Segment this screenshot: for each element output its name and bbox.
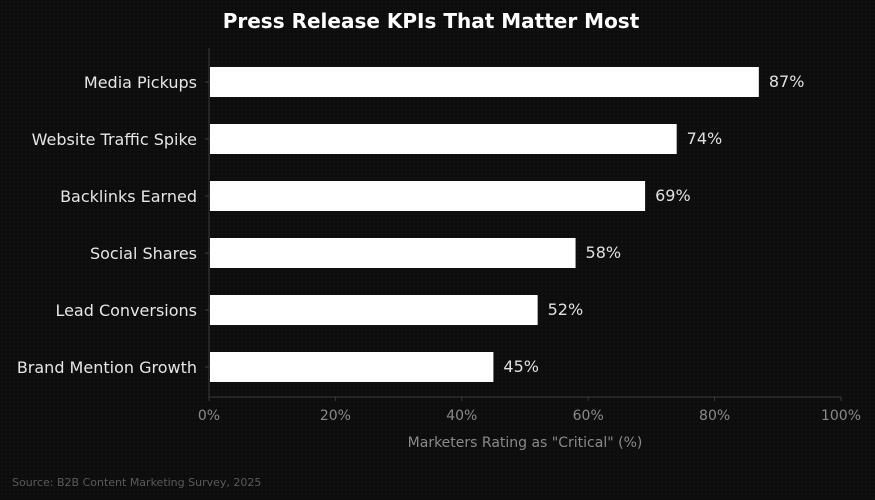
x-ticks-group: 0% 20% 40% 60% 80% 100% (198, 397, 861, 424)
category-label: Media Pickups (84, 73, 197, 92)
bar (210, 181, 646, 211)
bar (210, 352, 494, 382)
bars-group: Media Pickups 87% Website Traffic Spike 74%… (17, 67, 805, 382)
category-label: Brand Mention Growth (17, 358, 197, 377)
bar (210, 124, 677, 154)
data-label: 74% (687, 129, 723, 148)
category-label: Lead Conversions (55, 301, 197, 320)
data-label: 45% (503, 357, 539, 376)
bar (210, 295, 538, 325)
x-tick-label: 40% (446, 408, 477, 424)
x-tick-label: 0% (198, 408, 220, 424)
x-tick-label: 20% (320, 408, 351, 424)
x-tick-label: 60% (573, 408, 604, 424)
x-tick-label: 80% (699, 408, 730, 424)
data-label: 87% (769, 72, 805, 91)
data-label: 69% (655, 186, 691, 205)
bar (210, 238, 576, 268)
category-label: Backlinks Earned (60, 187, 197, 206)
x-axis-label: Marketers Rating as "Critical" (%) (408, 435, 643, 451)
data-label: 58% (586, 243, 622, 262)
chart-title: Press Release KPIs That Matter Most (223, 9, 640, 33)
source-note: Source: B2B Content Marketing Survey, 20… (12, 476, 261, 489)
category-label: Website Traffic Spike (32, 130, 197, 149)
x-tick-label: 100% (821, 408, 861, 424)
data-label: 52% (548, 300, 584, 319)
bar (210, 67, 759, 97)
category-label: Social Shares (90, 244, 197, 263)
